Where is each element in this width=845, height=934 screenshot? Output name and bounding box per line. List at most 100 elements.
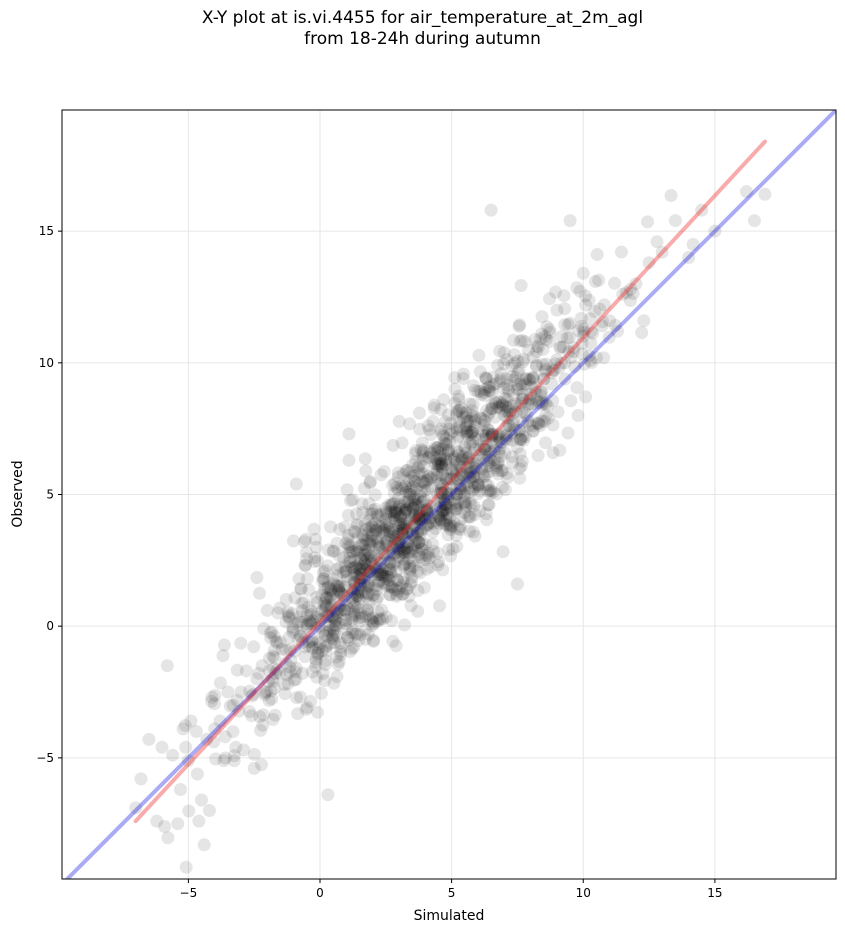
data-point	[353, 578, 367, 591]
data-point	[534, 332, 548, 346]
data-point	[341, 528, 355, 542]
data-point	[362, 579, 376, 593]
data-point	[431, 487, 445, 501]
data-point	[358, 517, 372, 531]
data-point	[279, 643, 293, 657]
data-point	[324, 636, 337, 650]
data-point	[377, 465, 391, 478]
data-point	[444, 523, 458, 537]
data-point	[500, 411, 514, 425]
data-point	[468, 457, 482, 471]
data-point	[353, 563, 367, 577]
data-point	[394, 502, 408, 516]
data-point	[403, 487, 417, 501]
data-point	[355, 571, 369, 585]
data-point	[460, 425, 474, 439]
data-point	[437, 393, 451, 407]
data-point	[456, 449, 470, 463]
data-point	[396, 559, 410, 573]
data-point	[387, 508, 401, 522]
data-point	[421, 549, 435, 562]
data-point	[493, 374, 507, 388]
data-point	[418, 537, 432, 551]
data-point	[436, 508, 450, 522]
data-point	[340, 483, 354, 497]
data-point	[337, 551, 350, 565]
data-point	[316, 565, 330, 579]
data-point	[267, 629, 281, 643]
data-point	[398, 480, 412, 494]
data-point	[400, 582, 414, 596]
data-point	[488, 453, 501, 467]
data-point	[363, 534, 377, 548]
data-point	[480, 372, 493, 386]
data-point	[267, 643, 281, 657]
data-point	[386, 523, 400, 537]
data-point	[324, 591, 338, 605]
data-point	[394, 510, 408, 524]
data-point	[347, 524, 361, 538]
data-point	[502, 384, 516, 398]
data-point	[412, 478, 426, 492]
data-point	[585, 356, 599, 369]
data-point	[439, 472, 453, 486]
data-point	[452, 457, 466, 471]
data-point	[500, 393, 514, 407]
data-point	[291, 617, 305, 631]
data-point	[375, 603, 389, 617]
data-point	[380, 539, 394, 553]
data-point	[538, 330, 552, 343]
data-point	[389, 529, 403, 543]
data-point	[432, 457, 446, 471]
data-point	[469, 413, 483, 427]
data-point	[505, 450, 519, 464]
data-point	[460, 475, 474, 489]
data-point	[390, 546, 404, 559]
data-point	[500, 372, 514, 386]
data-point	[322, 619, 336, 633]
data-point	[345, 544, 359, 558]
data-point	[490, 487, 503, 501]
data-point	[324, 584, 338, 598]
data-point	[399, 535, 413, 549]
data-point	[522, 397, 536, 411]
data-point	[497, 409, 511, 422]
data-point	[266, 713, 280, 726]
data-point	[377, 523, 391, 537]
data-point	[155, 740, 169, 754]
data-point	[579, 298, 593, 312]
data-point	[382, 498, 396, 512]
data-point	[260, 603, 274, 617]
data-point	[442, 487, 456, 501]
data-point	[563, 330, 577, 344]
data-point	[389, 532, 402, 546]
data-point	[442, 443, 456, 457]
data-point	[404, 482, 418, 495]
data-point	[415, 436, 429, 450]
data-point	[475, 447, 488, 461]
data-point	[484, 483, 498, 497]
data-point	[279, 656, 293, 670]
data-point	[409, 454, 423, 468]
data-point	[522, 393, 536, 407]
data-point	[346, 493, 360, 507]
data-point	[383, 588, 397, 602]
data-point	[347, 582, 361, 595]
data-point	[352, 558, 366, 572]
data-point	[306, 640, 319, 654]
data-point	[515, 392, 529, 406]
data-point	[450, 487, 464, 501]
data-point	[376, 524, 390, 538]
data-point	[366, 634, 380, 648]
data-point	[353, 593, 366, 607]
data-point	[535, 385, 549, 399]
data-point	[539, 408, 553, 422]
data-point	[443, 521, 457, 535]
data-point	[330, 607, 344, 620]
data-point	[439, 472, 453, 486]
data-point	[341, 532, 355, 546]
data-point	[548, 357, 562, 371]
data-point	[436, 467, 449, 481]
data-point	[348, 587, 362, 601]
data-point	[282, 610, 295, 624]
